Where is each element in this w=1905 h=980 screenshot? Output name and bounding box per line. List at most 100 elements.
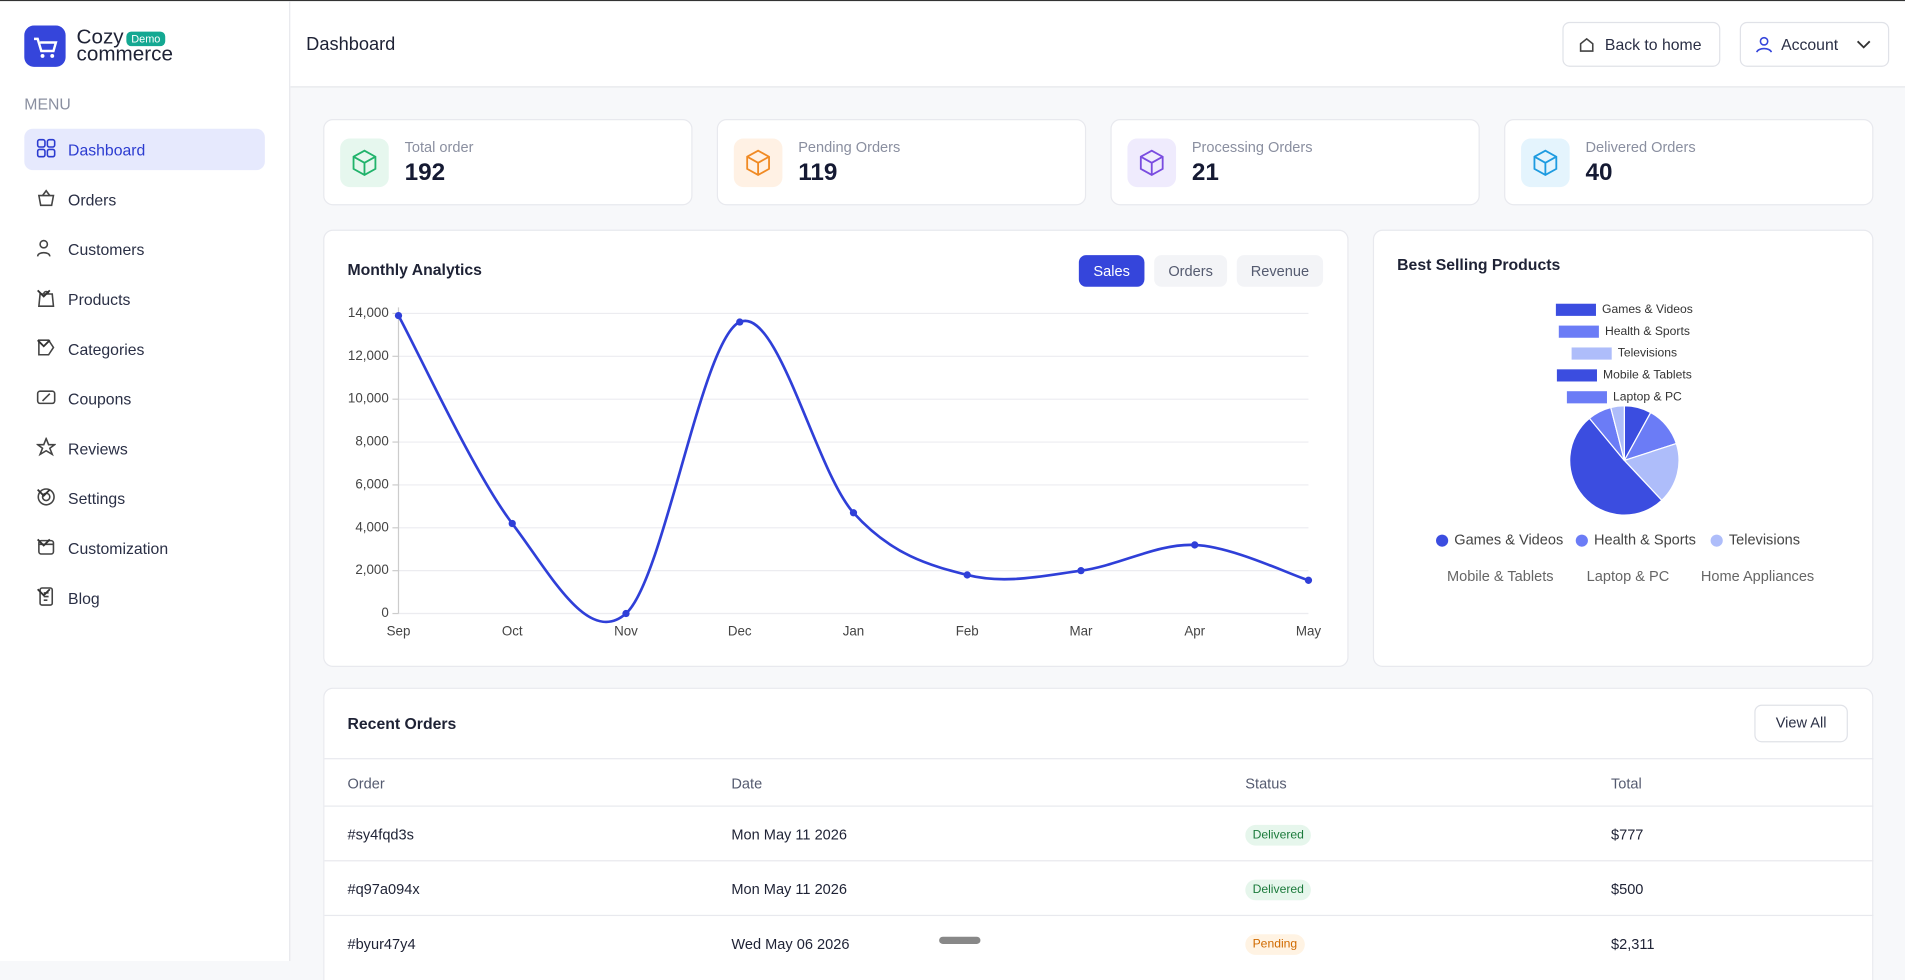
pie-slice <box>1610 405 1625 461</box>
page-title: Dashboard <box>306 34 396 55</box>
status-badge: Delivered <box>1245 824 1312 846</box>
legend-swatch <box>1571 347 1612 360</box>
menu-item[interactable]: Customers <box>24 228 265 269</box>
logo <box>24 25 66 67</box>
menu-label: Blog <box>68 589 100 608</box>
table-cell: $2,311 <box>1610 935 1655 953</box>
legend-label: Televisions <box>1618 346 1677 360</box>
orders-title: Recent Orders <box>347 714 457 733</box>
chart-title: Best Selling Products <box>1397 257 1560 274</box>
stat-icon <box>1521 138 1570 188</box>
data-point <box>736 318 744 326</box>
back-home-button[interactable]: Back to home <box>1562 21 1721 67</box>
x-tick-label: Mar <box>1069 623 1093 638</box>
menu-label: Products <box>68 290 131 309</box>
header: Dashboard Back to home Account <box>290 1 1905 88</box>
stat-icon <box>1127 138 1177 188</box>
menu-label: Orders <box>68 190 117 209</box>
account-button[interactable]: Account <box>1739 21 1890 67</box>
data-point <box>963 571 971 579</box>
x-tick-label: Sep <box>387 623 411 638</box>
x-tick-label: Dec <box>728 623 752 638</box>
legend-label: Mobile & Tablets <box>1447 569 1554 585</box>
menu-label: Settings <box>68 489 126 508</box>
status-badge: Delivered <box>1245 879 1312 901</box>
stat-label: Pending Orders <box>798 138 901 156</box>
menu-item[interactable]: Customization <box>24 527 265 568</box>
legend-label: Health & Sports <box>1605 324 1690 338</box>
table-cell: $500 <box>1610 880 1644 898</box>
data-point <box>849 509 858 517</box>
tab[interactable]: Orders <box>1154 255 1228 287</box>
menu-item[interactable]: Settings <box>24 477 265 518</box>
stat-card: Pending Orders 119 <box>716 119 1087 206</box>
menu-label: Categories <box>68 340 145 359</box>
legend-label: Televisions <box>1729 532 1800 548</box>
y-tick-label: 12,000 <box>348 348 389 363</box>
tab[interactable]: Sales <box>1078 255 1145 287</box>
table-cell: #byur47y4 <box>347 935 416 953</box>
data-point <box>1304 576 1313 584</box>
table-cell: #sy4fqd3s <box>347 826 414 844</box>
menu-item[interactable]: Reviews <box>24 428 265 469</box>
line-series <box>397 314 1309 624</box>
y-tick-label: 4,000 <box>355 519 388 534</box>
menu-item[interactable]: Dashboard <box>24 128 265 171</box>
orders-card: Recent Orders View All Order Date Status To… <box>323 687 1874 980</box>
line-chart: Monthly Analytics 0 2,000 4,000 6,000 8,000 1… <box>347 262 1321 638</box>
stat-value: 40 <box>1585 159 1613 186</box>
tab[interactable]: Revenue <box>1236 255 1324 287</box>
menu-item[interactable]: Coupons <box>24 378 265 419</box>
pie-slice <box>1569 417 1663 516</box>
menu-label: Coupons <box>68 389 132 409</box>
column-header: Total <box>1610 775 1642 793</box>
demo-badge: Demo <box>126 31 166 47</box>
y-tick-label: 10,000 <box>348 391 389 406</box>
stat-icon <box>733 138 783 188</box>
y-tick-label: 2,000 <box>355 562 388 577</box>
stat-card: Delivered Orders 40 <box>1504 119 1874 206</box>
stat-label: Processing Orders <box>1191 138 1313 156</box>
legend-label: Games & Videos <box>1454 532 1563 548</box>
brand-sub: commerce <box>76 42 173 66</box>
y-tick-label: 8,000 <box>355 434 388 449</box>
x-tick-label: Jan <box>843 623 865 638</box>
stat-value: 192 <box>404 159 446 186</box>
stat-card: Total order 192 <box>323 119 693 206</box>
legend-dot <box>1575 534 1588 547</box>
menu-item[interactable]: Orders <box>24 179 265 220</box>
stat-label: Delivered Orders <box>1585 138 1696 156</box>
legend-swatch <box>1558 325 1599 338</box>
table-cell: Wed May 06 2026 <box>731 935 850 953</box>
table-cell: Mon May 11 2026 <box>731 880 848 898</box>
data-point <box>1191 541 1199 549</box>
sidebar: Cozy commerce Demo MENU Dashboard Orders C… <box>0 1 291 962</box>
back-home-label: Back to home <box>1604 35 1702 54</box>
brand-name: Cozy <box>76 25 124 49</box>
y-tick-label: 0 <box>381 605 388 620</box>
menu-item[interactable]: Blog <box>24 577 265 618</box>
data-point <box>622 609 630 618</box>
legend-label: Laptop & PC <box>1613 389 1682 403</box>
scroll-handle <box>939 936 981 944</box>
pie-chart: Best Selling Products Games & Videos Heal… <box>1397 257 1814 585</box>
best-selling-card: Best Selling Products Games & Videos Heal… <box>1372 229 1874 667</box>
menu-item[interactable]: Categories <box>24 328 265 369</box>
stat-label: Total order <box>404 138 474 156</box>
x-tick-label: Feb <box>956 623 979 638</box>
legend-swatch <box>1555 303 1596 316</box>
x-tick-label: Oct <box>502 623 523 638</box>
pie-slice <box>1623 442 1680 502</box>
menu-item[interactable]: Products <box>24 278 265 319</box>
legend-label: Laptop & PC <box>1587 569 1670 585</box>
table-cell: #q97a094x <box>347 880 420 898</box>
view-all-button[interactable]: View All <box>1754 704 1848 743</box>
divider <box>324 914 1874 917</box>
divider <box>324 805 1874 807</box>
legend-label: Health & Sports <box>1594 532 1696 548</box>
divider <box>324 758 1874 760</box>
data-point <box>508 519 516 528</box>
chart-title: Monthly Analytics <box>347 262 482 279</box>
